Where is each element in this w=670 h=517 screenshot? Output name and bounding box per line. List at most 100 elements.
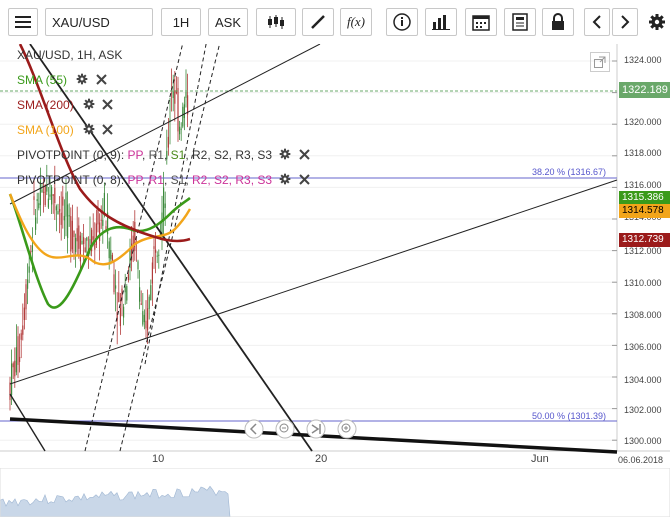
candle-body [118,292,120,302]
candle-body [187,95,189,115]
price-tick: 1312.000 [624,246,662,256]
current-price-badge: 1322.189 [619,82,670,98]
candle-body [68,215,70,217]
close-icon[interactable] [95,74,107,88]
info-button[interactable] [386,8,418,36]
candle-body [166,150,168,160]
menu-button[interactable] [8,8,38,36]
candle-body [163,187,165,220]
candle-body [33,196,35,200]
close-icon[interactable] [299,149,310,163]
candle-body [99,222,101,241]
candle-body [17,336,19,365]
price-type-button[interactable]: ASK [208,8,248,36]
candle-body [22,325,24,335]
calendar-button[interactable] [465,8,497,36]
candle-body [150,285,152,301]
chart-type-button[interactable] [256,8,296,36]
expand-button[interactable] [590,52,610,72]
candle-body [36,199,38,201]
forward-button[interactable] [612,8,638,36]
candle-body [31,245,33,253]
candle-body [86,237,88,241]
candle-body [145,320,147,329]
candle-body [63,215,65,221]
candle-body [92,236,94,240]
candle-body [131,243,133,261]
gear-icon[interactable] [83,98,95,113]
gear-icon[interactable] [83,123,95,138]
close-icon[interactable] [102,124,114,138]
gear-icon[interactable] [279,173,291,188]
candle-body [103,192,105,216]
candle-body [142,311,144,325]
candle-body [155,249,157,253]
zoom-controls [243,418,369,440]
candle-body [30,251,32,253]
timeframe-button[interactable]: 1H [161,8,201,36]
zoom-in-button[interactable] [337,419,357,439]
lock-icon [552,13,564,30]
candle-body [46,184,48,192]
price-tick: 1318.000 [624,148,662,158]
pivot9-rest: R2, S2, R3, S3 [192,148,273,162]
bar-chart-icon [432,15,450,30]
settings-button[interactable] [645,8,669,36]
candle-body [123,306,125,318]
sma200-label: SMA (200) [17,98,74,112]
candle-body [95,223,97,245]
template-button[interactable] [504,8,536,36]
dashed-channel-line [84,44,184,452]
candle-body [164,203,166,208]
pivot8-pp: PP [127,173,142,187]
lock-button[interactable] [542,8,574,36]
candle-body [143,314,145,323]
candle-body [81,240,83,245]
time-tick: Jun [531,453,549,465]
candle-body [107,212,109,235]
candle-body [52,194,54,196]
candle-body [174,90,176,104]
candle-body [73,230,75,238]
document-icon [512,13,528,31]
price-tick: 1304.000 [624,375,662,385]
price-tick: 1316.000 [624,180,662,190]
candle-body [25,284,27,310]
descending-trend-line [29,44,313,452]
navigator-panel[interactable] [0,468,670,517]
candle-body [35,217,37,230]
candle-body [105,226,107,232]
pivot9-s1: S1 [170,148,186,162]
candle-body [70,216,72,252]
candle-body [75,237,77,253]
scroll-left-button[interactable] [244,419,264,439]
candle-body [153,246,155,249]
candle-body [23,307,25,320]
candle-body [59,208,61,212]
zoom-out-button[interactable] [275,419,295,439]
candle-body [94,244,96,250]
close-icon[interactable] [102,99,114,113]
candle-body [78,225,80,249]
legend-pivot-8: PIVOTPOINT (0, 8): PP, R1, S1, R2, S2, R… [17,173,310,188]
symbol-input[interactable]: XAU/USD [45,8,153,36]
time-tick: 20 [315,453,328,465]
info-icon [393,13,411,31]
gear-icon[interactable] [279,148,291,163]
draw-tool-button[interactable] [302,8,334,36]
reset-button[interactable] [306,419,326,439]
chart-area[interactable]: XAU/USD, 1H, ASK SMA (55) SMA (200) SMA … [0,44,670,517]
close-icon[interactable] [299,174,310,188]
indicators-button[interactable]: f(x) [340,8,372,36]
navigator-area [0,485,231,517]
back-button[interactable] [584,8,610,36]
candle-body [127,274,129,281]
gear-icon[interactable] [76,73,88,88]
time-date: 06.06.2018 [618,455,664,465]
price-chart[interactable] [0,44,670,517]
price-tick: 1324.000 [624,55,662,65]
timeframe-label: 1H [172,14,190,30]
function-icon: f(x) [346,14,366,29]
bar-chart-button[interactable] [425,8,457,36]
pivot8-label: PIVOTPOINT (0, 8) [17,173,121,187]
